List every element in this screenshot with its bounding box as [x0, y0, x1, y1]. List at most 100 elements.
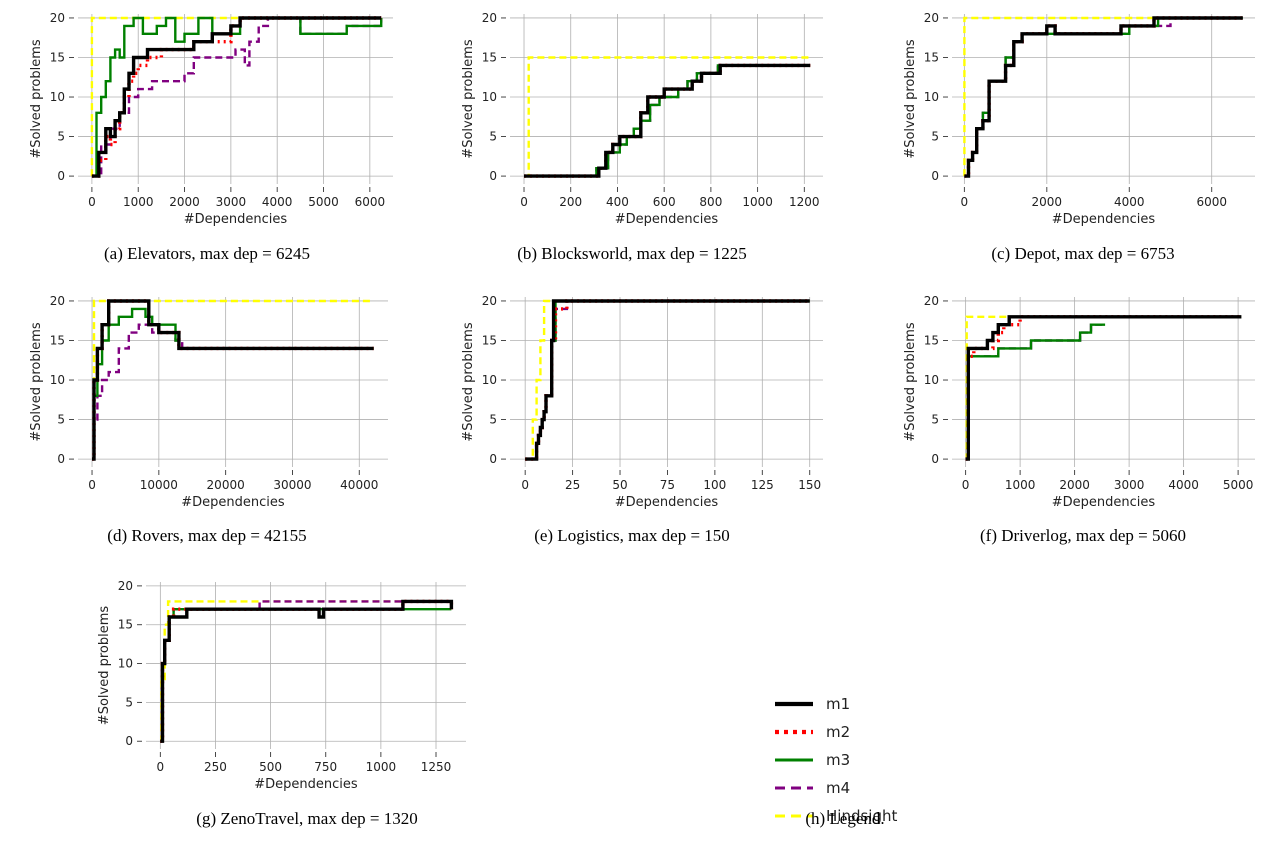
subfigure-caption: (g) ZenoTravel, max dep = 1320	[196, 809, 417, 828]
y-tick-label: 0	[489, 452, 497, 466]
x-tick-label: 4000	[1114, 195, 1145, 209]
x-tick-label: 4000	[262, 195, 293, 209]
y-tick-label: 10	[482, 90, 497, 104]
legend-label-m1: m1	[826, 695, 850, 713]
x-tick-label: 1000	[123, 195, 154, 209]
subfigure-caption: (b) Blocksworld, max dep = 1225	[517, 244, 747, 263]
series-line-m3	[160, 608, 452, 743]
chart-panel-1: 0 1000 2000 3000 4000 5000 6000 0 5 10 15 20 #Depend…	[29, 11, 393, 263]
legend-label-hindsight: Hindsight	[826, 807, 897, 825]
y-tick-label: 15	[50, 333, 65, 347]
y-tick-label: 0	[57, 452, 65, 466]
x-tick-label: 400	[606, 195, 629, 209]
y-tick-label: 10	[924, 90, 939, 104]
y-tick-label: 15	[924, 333, 939, 347]
x-tick-label: 0	[88, 195, 96, 209]
series-line-m1	[965, 315, 1242, 461]
series-line-m1	[525, 299, 810, 461]
legend-panel: m1 m2 m3 m4 Hindsight(h) Legend.	[775, 695, 897, 828]
chart-panel-7: 0 250 500 750 1000 1250 0 5 10 15 20 #Dependencies #…	[97, 579, 466, 828]
chart-panel-5: 0 25 50 75 100 125 150 0 5 10 15 20 #Dependencies #So…	[461, 294, 823, 545]
x-tick-label: 30000	[273, 478, 311, 492]
x-tick-label: 25	[565, 478, 580, 492]
x-tick-label: 0	[520, 195, 528, 209]
x-tick-label: 4000	[1168, 478, 1199, 492]
x-tick-label: 100	[703, 478, 726, 492]
series-line-m3	[524, 64, 811, 178]
series-line-hindsight	[90, 16, 382, 177]
y-tick-label: 20	[118, 579, 133, 593]
y-tick-label: 10	[924, 373, 939, 387]
series-line-m2	[160, 599, 454, 743]
y-tick-label: 20	[924, 11, 939, 25]
series-line-m4	[524, 64, 811, 178]
y-tick-label: 0	[125, 734, 133, 748]
x-tick-label: 200	[559, 195, 582, 209]
chart-panel-2: 0 200 400 600 800 1000 1200 0 5 10 15 20 #Dependenci…	[461, 11, 823, 263]
y-tick-label: 20	[924, 294, 939, 308]
series-line-m1	[92, 299, 374, 461]
x-tick-label: 0	[962, 478, 970, 492]
y-tick-label: 15	[118, 618, 133, 632]
x-tick-label: 5000	[308, 195, 339, 209]
y-axis-label: #Solved problems	[903, 322, 918, 442]
subfigure-caption: (f) Driverlog, max dep = 5060	[980, 526, 1186, 545]
x-tick-label: 2000	[169, 195, 200, 209]
series-line-hindsight	[963, 16, 1243, 177]
y-tick-label: 20	[50, 11, 65, 25]
series-line-hindsight	[160, 600, 452, 743]
chart-panel-3: 0 2000 4000 6000 0 5 10 15 20 #Dependencies #Solve…	[903, 11, 1255, 263]
x-tick-label: 10000	[140, 478, 178, 492]
y-axis-label: #Solved problems	[461, 322, 476, 442]
x-axis-label: #Dependencies	[615, 495, 719, 510]
y-tick-label: 10	[118, 657, 133, 671]
x-tick-label: 750	[314, 760, 337, 774]
x-tick-label: 0	[961, 195, 969, 209]
x-tick-label: 3000	[216, 195, 247, 209]
subfigure-caption: (c) Depot, max dep = 6753	[991, 244, 1174, 263]
x-axis-label: #Dependencies	[184, 212, 288, 227]
y-tick-label: 15	[924, 50, 939, 64]
x-tick-label: 125	[751, 478, 774, 492]
x-axis-label: #Dependencies	[1052, 495, 1156, 510]
y-tick-label: 5	[57, 130, 65, 144]
y-tick-label: 0	[931, 169, 939, 183]
x-tick-label: 3000	[1114, 478, 1145, 492]
y-tick-label: 5	[125, 695, 133, 709]
x-tick-label: 6000	[1196, 195, 1227, 209]
x-tick-label: 40000	[340, 478, 378, 492]
x-tick-label: 75	[660, 478, 675, 492]
chart-panel-6: 0 1000 2000 3000 4000 5000 0 5 10 15 20 #Dependenci…	[903, 294, 1255, 545]
y-tick-label: 0	[489, 169, 497, 183]
series-line-hindsight	[965, 315, 1242, 461]
x-tick-label: 800	[699, 195, 722, 209]
x-tick-label: 1000	[366, 760, 397, 774]
x-tick-label: 1250	[421, 760, 452, 774]
y-tick-label: 10	[50, 90, 65, 104]
y-tick-label: 20	[482, 11, 497, 25]
x-axis-label: #Dependencies	[181, 495, 285, 510]
y-axis-label: #Solved problems	[29, 322, 44, 442]
series-line-hindsight	[524, 56, 811, 178]
series-line-m4	[160, 600, 453, 743]
x-tick-label: 0	[88, 478, 96, 492]
subfigure-caption: (e) Logistics, max dep = 150	[534, 526, 730, 545]
series-line-m1	[524, 63, 811, 178]
x-tick-label: 250	[204, 760, 227, 774]
chart-panels: 0 1000 2000 3000 4000 5000 600005101520#Depend…	[29, 11, 1255, 828]
series-line-m1	[91, 16, 382, 178]
series-line-m2	[524, 63, 811, 178]
y-axis-label: #Solved problems	[903, 39, 918, 159]
series-line-m1	[964, 16, 1243, 178]
y-tick-label: 15	[50, 50, 65, 64]
x-tick-label: 1000	[1005, 478, 1036, 492]
x-tick-label: 600	[653, 195, 676, 209]
subfigure-caption: (d) Rovers, max dep = 42155	[107, 526, 306, 545]
x-tick-label: 50	[612, 478, 627, 492]
y-tick-label: 10	[482, 373, 497, 387]
y-tick-label: 5	[931, 413, 939, 427]
x-tick-label: 500	[259, 760, 282, 774]
y-tick-label: 15	[482, 50, 497, 64]
x-tick-label: 2000	[1059, 478, 1090, 492]
